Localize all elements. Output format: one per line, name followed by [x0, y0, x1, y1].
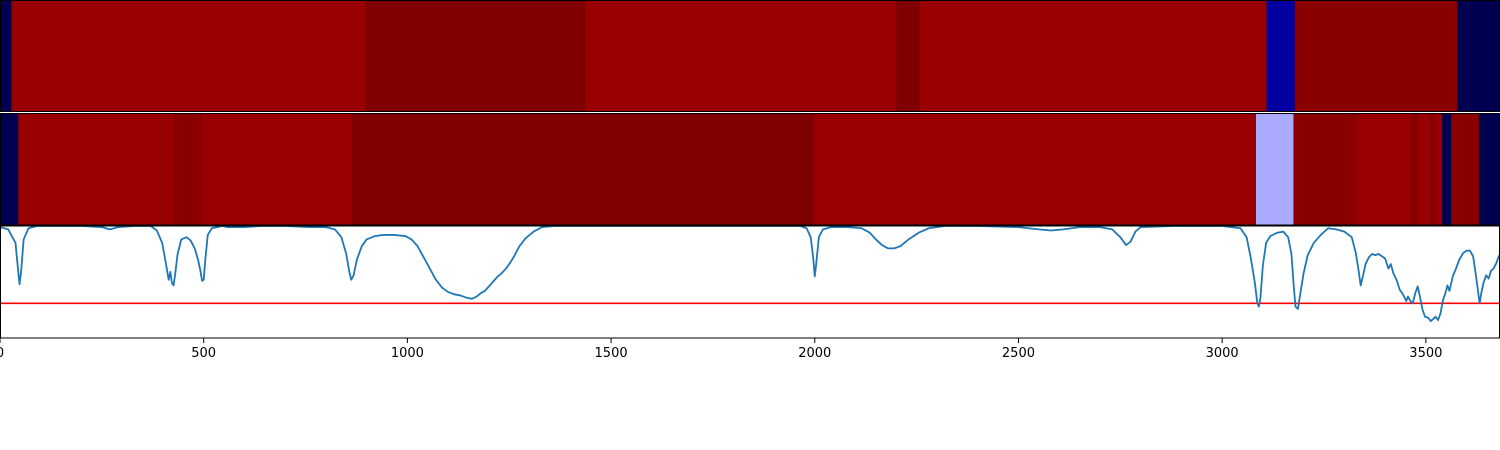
heatmap-cell-1-12 [1436, 114, 1443, 225]
spectrum-line [0, 225, 1500, 323]
x-tick-label-6: 3000 [1206, 346, 1239, 361]
heatmap-cell-0-1 [11, 1, 366, 111]
heatmap-cell-0-2 [365, 1, 586, 111]
heatmap-cell-0-6 [1266, 1, 1296, 111]
heatmap-cell-1-0 [0, 114, 19, 225]
heatmap-cell-1-3 [202, 114, 353, 225]
heatmap-cell-1-15 [1478, 114, 1500, 225]
heatmap-cell-0-8 [1457, 1, 1500, 111]
heatmap-cell-0-7 [1294, 1, 1458, 111]
x-tick-label-4: 2000 [798, 346, 831, 361]
heatmap-cell-1-8 [1356, 114, 1411, 225]
x-axis: 0 500 1000 1500 2000 2500 3000 3500 [0, 338, 1442, 361]
heatmap-cell-1-14 [1451, 114, 1480, 225]
x-tick-label-5: 2500 [1002, 346, 1035, 361]
heatmap-cell-1-1 [18, 114, 175, 225]
heatmap-cell-1-10 [1417, 114, 1431, 225]
x-tick-label-3: 1500 [595, 346, 628, 361]
x-tick-label-7: 3500 [1409, 346, 1442, 361]
x-tick-label-2: 1000 [391, 346, 424, 361]
heatmap-cell-1-9 [1410, 114, 1419, 225]
heatmap-cell-0-0 [0, 1, 13, 111]
heatmap-row-1 [0, 114, 1500, 225]
heatmap-cell-0-4 [896, 1, 921, 111]
heatmap-cell-1-6 [1255, 114, 1295, 225]
heatmap-cell-1-4 [351, 114, 815, 225]
heatmap-cell-1-13 [1442, 114, 1452, 225]
x-tick-label-0: 0 [0, 346, 4, 361]
heatmap-cell-0-5 [919, 1, 1268, 111]
heatmap-cell-1-11 [1429, 114, 1437, 225]
heatmap-cell-1-5 [813, 114, 1257, 225]
heatmap-row-0 [0, 1, 1500, 111]
heatmap-cell-1-7 [1293, 114, 1358, 225]
line-panel-background [0, 226, 1500, 338]
x-tick-label-1: 500 [191, 346, 216, 361]
heatmap-cell-0-3 [585, 1, 897, 111]
heatmap-cell-1-2 [174, 114, 203, 225]
